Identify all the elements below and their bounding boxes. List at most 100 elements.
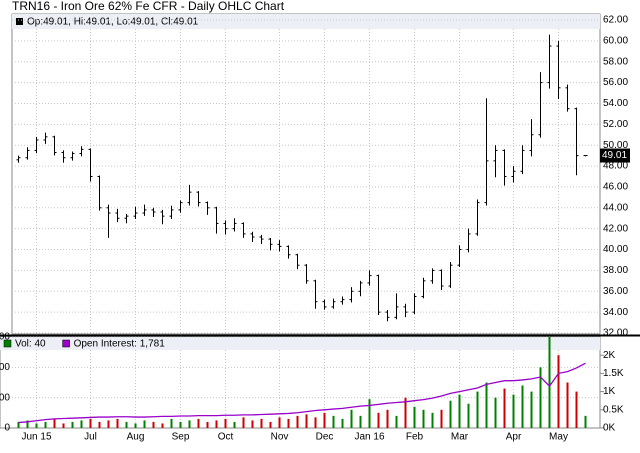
volume-bar bbox=[206, 421, 209, 428]
y-tick-label: 52.00 bbox=[603, 119, 628, 130]
y-tick-label: 48.00 bbox=[603, 161, 628, 172]
volume-bar bbox=[89, 418, 92, 428]
x-tick-label: May bbox=[549, 432, 568, 443]
volume-bar bbox=[251, 420, 254, 428]
x-tick-label: Oct bbox=[218, 432, 234, 443]
y-tick-label: 46.00 bbox=[603, 182, 628, 193]
volume-bar bbox=[305, 414, 308, 428]
legend-text: Vol: 40 bbox=[15, 339, 46, 350]
volume-bar bbox=[440, 409, 443, 428]
volume-bar bbox=[197, 418, 200, 428]
x-tick-label: Jun 15 bbox=[21, 432, 51, 443]
volume-bar bbox=[413, 406, 416, 428]
volume-bar bbox=[548, 337, 551, 428]
volume-bar bbox=[152, 421, 155, 428]
volume-bar bbox=[503, 388, 506, 428]
volume-bar bbox=[395, 415, 398, 428]
volume-bar bbox=[341, 418, 344, 428]
volume-bar bbox=[476, 391, 479, 428]
volume-bar bbox=[134, 423, 137, 428]
volume-bar bbox=[530, 391, 533, 428]
volume-bar bbox=[116, 418, 119, 428]
volume-bar bbox=[314, 417, 317, 428]
y-tick-label: 300 bbox=[0, 332, 10, 343]
y-tick-label: 44.00 bbox=[603, 202, 628, 213]
last-price-tag bbox=[600, 148, 630, 163]
y-tick-label: 36.00 bbox=[603, 286, 628, 297]
volume-bar bbox=[359, 415, 362, 428]
last-price-label: 49.01 bbox=[602, 150, 627, 161]
volume-bar bbox=[332, 415, 335, 428]
volume-bar bbox=[170, 418, 173, 428]
volume-bar bbox=[512, 394, 515, 428]
x-tick-label: Feb bbox=[406, 432, 424, 443]
y-tick-label: 60.00 bbox=[603, 36, 628, 47]
volume-bar bbox=[575, 391, 578, 428]
volume-bar bbox=[215, 420, 218, 428]
volume-bar bbox=[278, 417, 281, 428]
volume-bar bbox=[521, 385, 524, 428]
volume-bar bbox=[17, 421, 20, 428]
legend-swatch bbox=[16, 18, 23, 25]
volume-bar bbox=[485, 382, 488, 428]
y2-tick-label: 0K bbox=[603, 423, 616, 434]
volume-bar bbox=[323, 412, 326, 428]
x-tick-label: Dec bbox=[316, 432, 334, 443]
volume-bar bbox=[125, 421, 128, 428]
volume-bar bbox=[233, 421, 236, 428]
y-tick-label: 200 bbox=[0, 362, 10, 373]
y-tick-label: 32.00 bbox=[603, 328, 628, 339]
volume-bar bbox=[269, 421, 272, 428]
y2-tick-label: 0.5K bbox=[603, 404, 624, 415]
y-tick-label: 38.00 bbox=[603, 265, 628, 276]
volume-bar bbox=[107, 420, 110, 428]
y-tick-label: 42.00 bbox=[603, 223, 628, 234]
volume-bar bbox=[350, 409, 353, 428]
volume-bar bbox=[224, 418, 227, 428]
volume-bar bbox=[98, 421, 101, 428]
x-tick-label: Jan 16 bbox=[354, 432, 384, 443]
volume-bar bbox=[242, 417, 245, 428]
volume-bar bbox=[539, 367, 542, 428]
y-tick-label: 50.00 bbox=[603, 140, 628, 151]
y-tick-label: 56.00 bbox=[603, 77, 628, 88]
volume-bar bbox=[458, 394, 461, 428]
volume-legend-strip bbox=[0, 337, 600, 350]
price-legend-strip bbox=[12, 14, 600, 29]
volume-bar bbox=[584, 415, 587, 428]
volume-bar bbox=[368, 399, 371, 428]
volume-bar bbox=[260, 418, 263, 428]
volume-bar bbox=[386, 409, 389, 428]
volume-bar bbox=[35, 423, 38, 428]
volume-bar bbox=[449, 400, 452, 428]
y2-tick-label: 2K bbox=[603, 350, 616, 361]
x-tick-label: Aug bbox=[127, 432, 145, 443]
y-tick-label: 40.00 bbox=[603, 244, 628, 255]
y-tick-label: 54.00 bbox=[603, 98, 628, 109]
volume-bar bbox=[62, 423, 65, 428]
volume-bar bbox=[494, 397, 497, 428]
x-tick-label: Apr bbox=[506, 432, 522, 443]
open-interest-line bbox=[18, 362, 586, 424]
volume-bar bbox=[557, 355, 560, 428]
volume-bar bbox=[287, 418, 290, 428]
volume-bar bbox=[431, 412, 434, 428]
volume-bar bbox=[188, 420, 191, 428]
legend-swatch bbox=[3, 339, 12, 348]
x-tick-label: Mar bbox=[451, 432, 469, 443]
volume-bar bbox=[566, 382, 569, 428]
volume-bar bbox=[404, 397, 407, 428]
y2-tick-label: 1.5K bbox=[603, 368, 624, 379]
x-tick-label: Nov bbox=[271, 432, 289, 443]
legend-text: Open Interest: 1,781 bbox=[74, 339, 166, 350]
volume-bar bbox=[71, 421, 74, 428]
chart-title: TRN16 - Iron Ore 62% Fe CFR - Daily OHLC… bbox=[12, 0, 285, 13]
y2-tick-label: 1K bbox=[603, 386, 616, 397]
legend-swatch bbox=[62, 339, 70, 348]
volume-bar bbox=[53, 418, 56, 428]
y-tick-label: 0 bbox=[4, 423, 10, 434]
volume-bar bbox=[26, 420, 29, 428]
volume-bar bbox=[161, 423, 164, 428]
